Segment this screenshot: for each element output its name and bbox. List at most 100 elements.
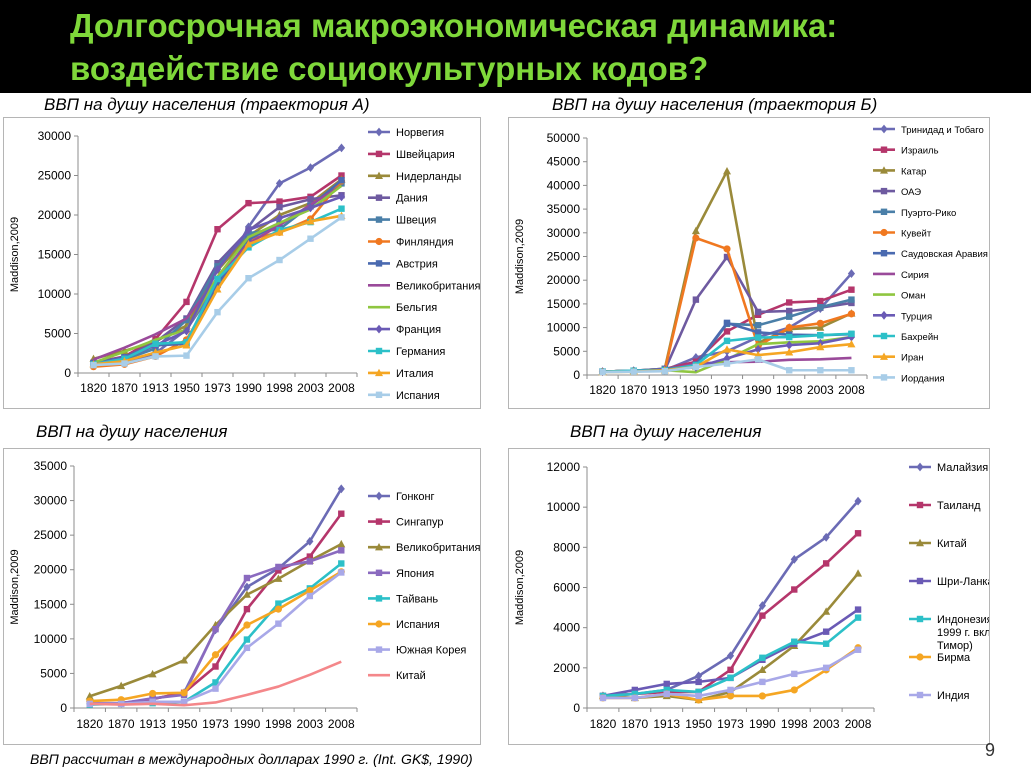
legend-marker [375, 127, 383, 137]
data-point [726, 692, 735, 700]
x-tick-label: 1990 [234, 717, 261, 731]
data-point [822, 664, 830, 672]
data-point [149, 695, 156, 702]
legend-item: Дания [368, 193, 428, 205]
data-point [212, 679, 219, 686]
y-tick-label: 45000 [547, 155, 581, 169]
legend-item: Германия [368, 346, 445, 358]
data-point [822, 560, 830, 567]
data-point [306, 536, 314, 546]
data-point [244, 240, 253, 248]
y-tick-label: 0 [573, 701, 580, 715]
x-tick-label: 1913 [653, 717, 680, 731]
legend-label: Турция [901, 311, 932, 322]
data-point [306, 217, 315, 225]
data-point [212, 625, 219, 633]
data-point [786, 313, 793, 320]
series-7 [89, 660, 342, 707]
series-0 [86, 484, 345, 709]
chart2-container: 0 5000 10000 15000 20000 25000 30000 35000 40000… [508, 117, 990, 409]
data-point [338, 569, 345, 576]
legend-marker [880, 146, 888, 153]
legend-marker [375, 368, 383, 377]
y-tick-label: 40000 [547, 178, 581, 192]
data-point [211, 651, 220, 659]
legend-label: Нидерланды [396, 171, 461, 183]
data-point [148, 669, 157, 678]
slide-title-line1: Долгосрочная макроэкономическая динамика… [70, 7, 838, 44]
data-point [306, 592, 314, 600]
data-point [275, 600, 282, 607]
data-point [786, 367, 793, 374]
legend-label: Иран [901, 353, 924, 364]
data-point [817, 304, 824, 311]
y-tick-label: 10000 [34, 632, 68, 646]
chart1-title: ВВП на душу населения (траектория А) [44, 95, 370, 114]
legend-item: Испания [368, 619, 440, 631]
y-tick-label: 30000 [34, 494, 68, 508]
y-tick-label: 12000 [547, 460, 581, 474]
data-point [785, 348, 794, 356]
data-point [212, 685, 219, 692]
footnote: ВВП рассчитан в международных долларах 1… [30, 751, 473, 767]
data-point [274, 605, 282, 613]
legend-item: Бирма [909, 652, 971, 664]
legend-label: Швейцария [396, 149, 455, 161]
legend-label: Бирма [937, 652, 971, 664]
x-tick-label: 2008 [328, 717, 355, 731]
data-point [791, 586, 798, 593]
legend-label: Испания [396, 390, 440, 402]
legend-marker [375, 237, 383, 246]
x-tick-label: 1973 [202, 717, 229, 731]
legend-label: Гонконг [396, 491, 435, 503]
data-point [275, 228, 284, 236]
legend-label: Япония [396, 568, 434, 580]
data-point [631, 686, 639, 694]
data-point [275, 563, 282, 571]
x-tick-label: 1913 [142, 381, 169, 395]
data-point [245, 275, 252, 282]
y-tick-label: 35000 [547, 202, 581, 216]
chart3-svg: 0 5000 10000 15000 20000 25000 30000 35000 1820 1… [9, 459, 481, 731]
legend-marker [375, 620, 383, 628]
series-5 [86, 568, 345, 705]
data-point [727, 686, 734, 694]
data-point [759, 654, 766, 661]
data-point [723, 337, 731, 345]
y-axis-label: Maddison,2009 [514, 550, 526, 625]
data-point [822, 532, 830, 542]
x-tick-label: 1870 [621, 717, 648, 731]
x-tick-label: 2008 [845, 717, 872, 731]
data-point [338, 205, 345, 212]
legend-marker [375, 518, 383, 525]
legend-item: Сингапур [368, 517, 444, 529]
x-tick-label: 1950 [683, 383, 710, 397]
data-point [180, 656, 189, 664]
legend-item: Таиланд [909, 500, 981, 512]
data-point [786, 299, 793, 306]
data-point [822, 628, 830, 635]
data-point [786, 307, 793, 315]
data-point [663, 686, 670, 694]
data-point [213, 285, 222, 293]
legend: Малайзия Таиланд Китай Шри-Ланка Индонезия (… [909, 462, 1012, 702]
data-point [337, 192, 346, 202]
legend-marker [375, 324, 383, 334]
x-tick-label: 1820 [76, 717, 103, 731]
legend-item: Китай [368, 670, 426, 682]
legend-label: Сирия [901, 270, 929, 281]
data-point [90, 361, 97, 369]
legend-marker [375, 569, 383, 576]
series-line [93, 146, 343, 366]
legend-label: Финляндия [396, 237, 454, 249]
legend-marker [880, 187, 888, 195]
data-point [149, 698, 156, 705]
data-point [306, 163, 315, 172]
data-point [631, 690, 639, 698]
y-tick-label: 10000 [38, 287, 72, 301]
series-line [89, 542, 342, 698]
y-tick-label: 0 [573, 368, 580, 382]
data-point [754, 322, 762, 329]
legend-label: Норвегия [396, 127, 444, 139]
y-tick-label: 5000 [553, 344, 580, 358]
